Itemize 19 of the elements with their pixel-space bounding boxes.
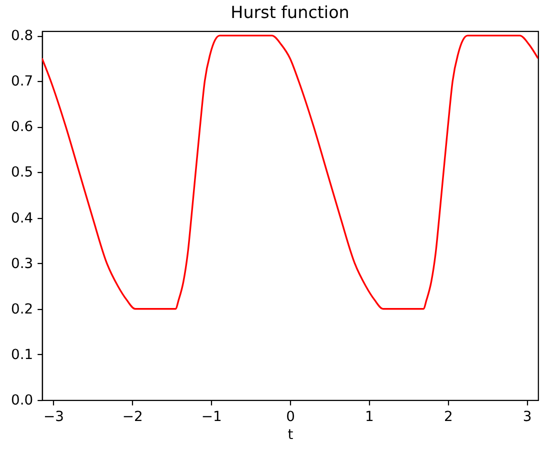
y-tick-label: 0.8: [11, 28, 34, 44]
y-tick-label: 0.7: [11, 74, 34, 90]
x-tick-label: −1: [201, 408, 222, 425]
y-tick-label: 0.1: [11, 346, 34, 363]
y-tick-label: 0.0: [11, 392, 34, 408]
x-tick-label: −3: [43, 408, 64, 425]
x-tick-label: 2: [444, 408, 453, 425]
x-axis-title: t: [288, 426, 294, 443]
x-tick-label: 3: [522, 408, 532, 425]
line-series: [42, 34, 538, 310]
x-tick-label: 0: [286, 408, 295, 425]
x-tick-label: −2: [122, 408, 143, 425]
y-tick-label: 0.5: [11, 164, 34, 181]
y-tick-label: 0.2: [11, 301, 34, 318]
chart-title: Hurst function: [230, 2, 350, 22]
y-tick-label: 0.4: [11, 210, 34, 226]
y-tick-label: 0.6: [11, 119, 34, 136]
x-tick-label: 1: [365, 408, 374, 425]
y-tick-label: 0.3: [11, 256, 34, 272]
